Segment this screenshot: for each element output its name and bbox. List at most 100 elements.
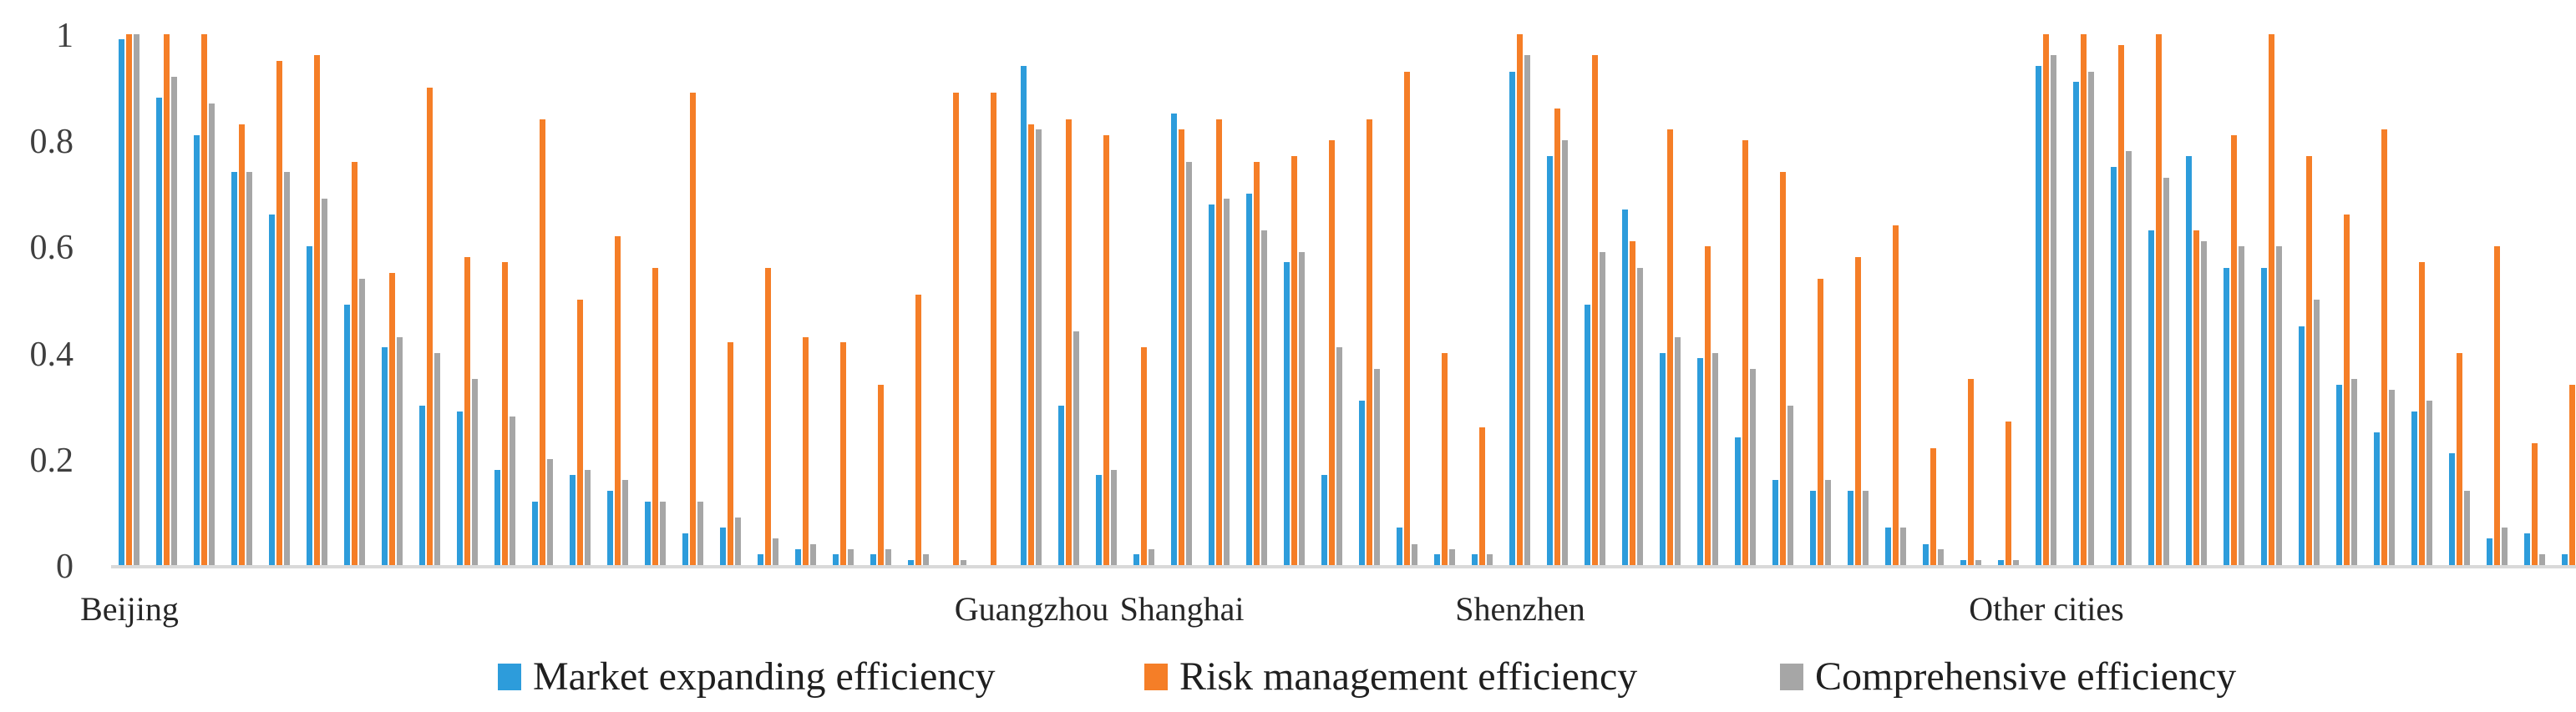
bar-market-expanding-efficiency (1923, 544, 1929, 565)
y-tick-label: 0.6 (29, 229, 74, 268)
bar-comprehensive-efficiency (2239, 246, 2244, 565)
bar-risk-management-efficiency (2081, 34, 2087, 565)
bar-market-expanding-efficiency (1058, 406, 1064, 565)
bar-comprehensive-efficiency (1750, 369, 1756, 565)
bar-comprehensive-efficiency (2276, 246, 2282, 565)
bar-comprehensive-efficiency (1863, 491, 1869, 565)
bar-risk-management-efficiency (2532, 443, 2538, 565)
legend-label: Comprehensive efficiency (1815, 654, 2237, 699)
bar-risk-management-efficiency (615, 236, 621, 565)
legend-item: Risk management efficiency (1144, 655, 1637, 699)
bar-comprehensive-efficiency (2088, 72, 2094, 565)
bar-market-expanding-efficiency (1697, 358, 1703, 565)
bar-market-expanding-efficiency (870, 554, 876, 565)
bar-market-expanding-efficiency (795, 549, 801, 565)
bar-risk-management-efficiency (352, 162, 357, 565)
bar-comprehensive-efficiency (1675, 337, 1681, 565)
bar-comprehensive-efficiency (359, 279, 365, 565)
bar-risk-management-efficiency (1780, 172, 1786, 565)
bar-comprehensive-efficiency (2201, 241, 2207, 565)
bar-risk-management-efficiency (1179, 129, 1184, 565)
bar-risk-management-efficiency (2306, 156, 2312, 565)
bar-market-expanding-efficiency (2374, 432, 2380, 565)
bar-comprehensive-efficiency (1900, 528, 1906, 565)
bar-comprehensive-efficiency (961, 560, 966, 565)
bar-risk-management-efficiency (540, 119, 545, 565)
bar-risk-management-efficiency (1667, 129, 1673, 565)
bar-comprehensive-efficiency (2539, 554, 2545, 565)
bar-market-expanding-efficiency (419, 406, 425, 565)
bar-market-expanding-efficiency (607, 491, 613, 565)
bar-comprehensive-efficiency (1825, 480, 1831, 565)
bar-risk-management-efficiency (953, 93, 959, 565)
bar-comprehensive-efficiency (848, 549, 854, 565)
bar-comprehensive-efficiency (1975, 560, 1981, 565)
bar-comprehensive-efficiency (1299, 252, 1305, 565)
bar-comprehensive-efficiency (1261, 230, 1267, 565)
bar-risk-management-efficiency (1329, 140, 1335, 565)
bar-comprehensive-efficiency (1487, 554, 1493, 565)
bar-market-expanding-efficiency (2224, 268, 2229, 565)
bar-comprehensive-efficiency (2126, 151, 2132, 565)
bar-comprehensive-efficiency (1336, 347, 1342, 565)
bar-market-expanding-efficiency (2562, 554, 2568, 565)
bar-comprehensive-efficiency (1524, 55, 1530, 565)
bar-comprehensive-efficiency (472, 379, 478, 565)
bar-market-expanding-efficiency (833, 554, 839, 565)
legend-item: Market expanding efficiency (498, 655, 996, 699)
bar-risk-management-efficiency (2006, 422, 2011, 565)
bar-risk-management-efficiency (164, 34, 170, 565)
bar-risk-management-efficiency (314, 55, 320, 565)
legend-swatch-icon (498, 664, 521, 690)
bar-comprehensive-efficiency (2464, 491, 2470, 565)
bar-risk-management-efficiency (915, 295, 921, 565)
bar-risk-management-efficiency (389, 273, 395, 565)
bar-comprehensive-efficiency (246, 172, 252, 565)
bar-risk-management-efficiency (276, 61, 282, 565)
bar-comprehensive-efficiency (434, 353, 440, 565)
bar-market-expanding-efficiency (119, 39, 124, 565)
bar-comprehensive-efficiency (735, 518, 741, 565)
bar-comprehensive-efficiency (1374, 369, 1380, 565)
bar-market-expanding-efficiency (1622, 210, 1628, 565)
bar-comprehensive-efficiency (1562, 140, 1568, 565)
bar-risk-management-efficiency (1103, 135, 1109, 565)
bar-risk-management-efficiency (1517, 34, 1523, 565)
bar-market-expanding-efficiency (457, 412, 463, 565)
bar-comprehensive-efficiency (510, 417, 515, 565)
bar-comprehensive-efficiency (1712, 353, 1718, 565)
bar-comprehensive-efficiency (1224, 199, 1230, 565)
bar-risk-management-efficiency (502, 262, 508, 565)
bar-comprehensive-efficiency (171, 77, 177, 565)
bar-market-expanding-efficiency (2073, 82, 2079, 565)
bar-risk-management-efficiency (652, 268, 658, 565)
bar-risk-management-efficiency (690, 93, 696, 565)
bar-market-expanding-efficiency (2261, 268, 2267, 565)
bar-market-expanding-efficiency (2111, 167, 2117, 565)
bar-risk-management-efficiency (1442, 353, 1448, 565)
bar-risk-management-efficiency (1028, 124, 1034, 565)
bar-market-expanding-efficiency (1735, 437, 1741, 565)
bar-comprehensive-efficiency (697, 502, 703, 565)
bar-comprehensive-efficiency (1111, 470, 1117, 565)
bar-market-expanding-efficiency (269, 215, 275, 565)
bar-risk-management-efficiency (1630, 241, 1635, 565)
bar-comprehensive-efficiency (1637, 268, 1643, 565)
bar-market-expanding-efficiency (1096, 475, 1102, 565)
x-category-label: Other cities (1969, 590, 2124, 628)
bar-comprehensive-efficiency (547, 459, 553, 565)
bar-comprehensive-efficiency (397, 337, 403, 565)
legend-label: Market expanding efficiency (533, 654, 996, 699)
bar-risk-management-efficiency (464, 257, 470, 565)
bar-comprehensive-efficiency (1938, 549, 1944, 565)
legend-label: Risk management efficiency (1179, 654, 1638, 699)
bar-comprehensive-efficiency (2314, 300, 2320, 565)
legend-item: Comprehensive efficiency (1780, 655, 2236, 699)
bar-risk-management-efficiency (1554, 109, 1560, 565)
bar-market-expanding-efficiency (532, 502, 538, 565)
bar-market-expanding-efficiency (382, 347, 388, 565)
bar-comprehensive-efficiency (660, 502, 666, 565)
bar-risk-management-efficiency (1968, 379, 1974, 565)
bar-risk-management-efficiency (1705, 246, 1711, 565)
bar-risk-management-efficiency (1592, 55, 1598, 565)
